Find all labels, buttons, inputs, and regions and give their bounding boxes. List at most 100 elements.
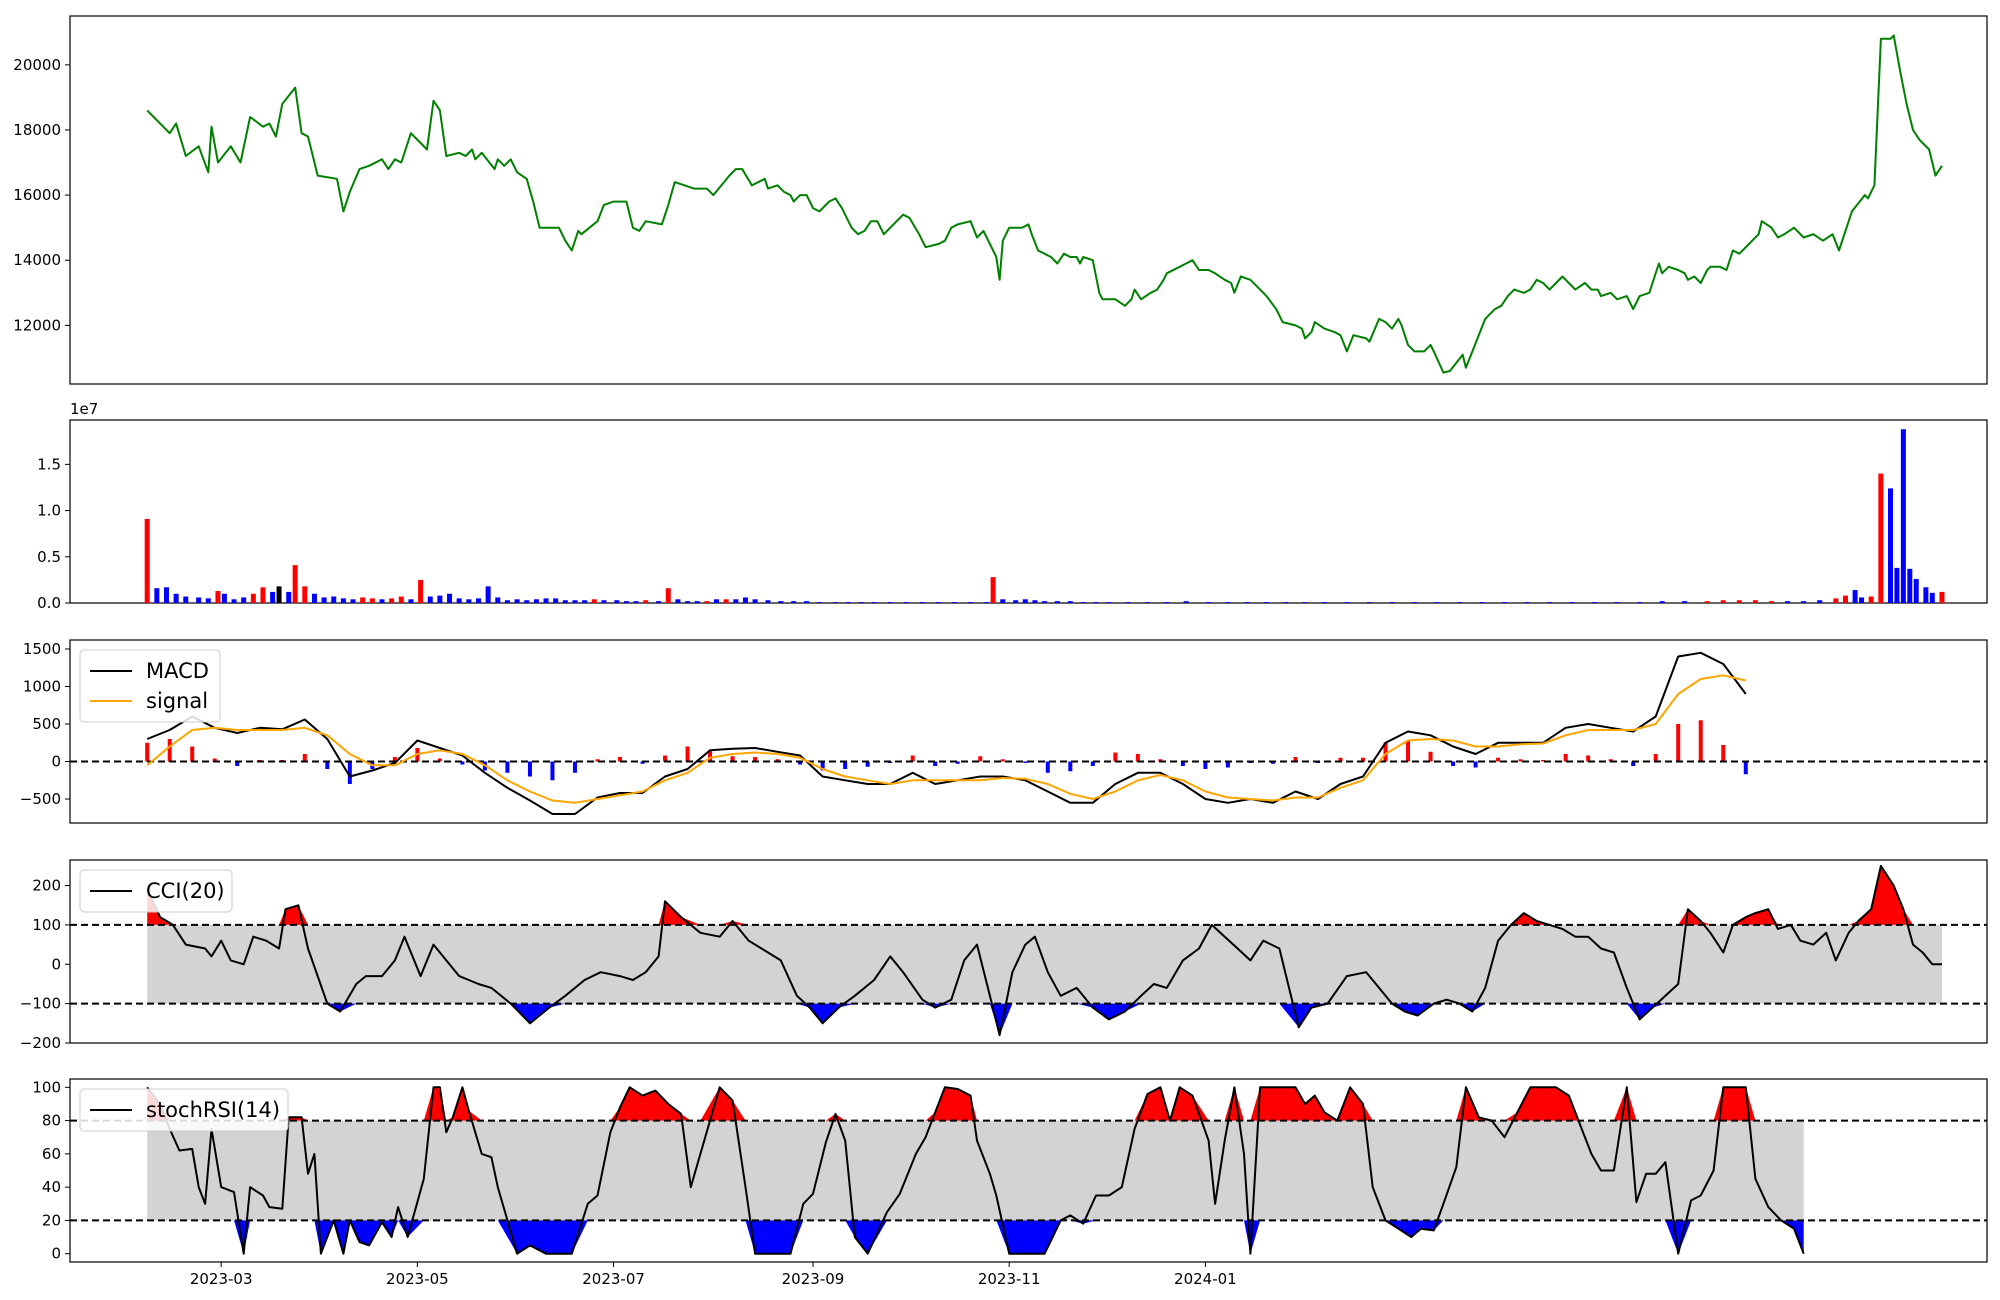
volume-bar [1054,601,1060,603]
volume-bar [1524,602,1530,603]
macd-signal-line [146,674,1747,804]
volume-bar [765,600,771,603]
volume-bar [495,597,501,603]
volume-bar [1768,601,1774,603]
macd-histogram-bar [167,739,172,762]
macd-histogram-bar [775,759,780,762]
price-axes-frame [69,15,1988,385]
macd-histogram-bar [1406,740,1411,762]
macd-axes-frame [69,639,1988,824]
volume-bar [903,602,909,603]
volume-bar [572,600,578,603]
volume-ytick-label: 0.5 [37,548,61,566]
macd-histogram-bar [1338,757,1343,762]
stochrsi-panel [70,1086,1987,1255]
volume-bar [1366,602,1372,603]
volume-bar [205,598,211,603]
volume-bar [276,586,282,603]
macd-histogram-bar [1203,761,1208,769]
volume-bar [260,587,266,603]
macd-histogram-bar [663,755,668,762]
volume-bar [1389,602,1395,603]
volume-bar [1080,602,1086,603]
macd-histogram-bar [1743,761,1748,775]
volume-bar [350,599,356,603]
volume-bar [804,601,810,603]
volume-bar [935,602,941,603]
macd-histogram-bar [1631,761,1636,766]
volume-bar [543,598,549,603]
volume-bar [887,602,893,603]
volume-bar [591,599,597,603]
macd-histogram-bar [1270,761,1275,764]
macd-ytick-label: 1000 [23,678,61,696]
volume-bar [952,602,958,603]
xtick-label: 2023-07 [582,1270,645,1288]
macd-histogram-bar [1135,754,1140,762]
macd-histogram-bar [1586,755,1591,762]
volume-bar [1614,602,1620,603]
volume-bar [1736,600,1742,603]
macd-histogram-bar [235,761,240,766]
volume-bar [1720,600,1726,603]
stochrsi-ytick-label: 60 [42,1145,61,1163]
cci-legend-label: CCI(20) [146,879,225,903]
cci-ytick-label: 100 [32,916,61,934]
price-ytick-label: 16000 [13,186,61,204]
macd-histogram-bar [843,761,848,769]
stochrsi-legend-box [79,1088,289,1132]
volume-bar [1206,602,1212,603]
volume-bar [714,599,720,603]
volume-bar [984,602,990,603]
macd-panel [70,651,1987,815]
volume-bar [968,602,974,603]
volume-bar [1411,602,1417,603]
stochrsi-ytick-label: 100 [32,1078,61,1096]
price-ytick-label: 14000 [13,251,61,269]
macd-histogram-bar [730,756,735,762]
price-ytick-label: 18000 [13,121,61,139]
volume-bar [533,599,539,603]
cci-legend-box [79,869,233,913]
macd-ytick-label: 0 [51,753,61,771]
volume-bar [466,599,472,603]
volume-bar [331,596,337,603]
macd-histogram-bar [1518,759,1523,762]
macd-histogram-bar [1113,752,1118,762]
macd-histogram-bar [1225,761,1230,768]
volume-bar [286,591,292,603]
volume-bar [447,593,453,603]
volume-bar [340,598,346,603]
xtick-label: 2023-05 [386,1270,449,1288]
volume-bar [1321,602,1327,603]
macd-histogram-bar [955,761,960,764]
stochrsi-oversold-fill [147,1220,1804,1254]
macd-histogram-bar [618,757,623,762]
stochrsi-ytick-label: 0 [51,1245,61,1263]
volume-bar [656,601,662,603]
macd-histogram-bar [1428,751,1433,762]
volume-bar [1067,601,1073,603]
volume-bar [614,600,620,603]
macd-histogram-bar [302,754,307,762]
volume-bar [723,599,729,603]
price-price-line [146,34,1943,374]
macd-histogram-bar [1090,761,1095,766]
volume-bar [643,600,649,603]
volume-bar [871,602,877,603]
macd-histogram-bar [1473,761,1478,768]
volume-bar [1868,596,1874,603]
macd-histogram-bar [1383,742,1388,762]
macd-histogram-bar [1180,761,1185,766]
volume-axes-frame [69,419,1988,604]
volume-bar [1894,567,1900,603]
volume-bar [1457,602,1463,603]
volume-bar [456,598,462,603]
macd-histogram-bar [978,756,983,762]
volume-bar [694,601,700,603]
volume-bar [1547,602,1553,603]
volume-bar [1022,599,1028,603]
volume-bar [485,586,491,603]
volume-ytick-label: 1.0 [37,502,61,520]
